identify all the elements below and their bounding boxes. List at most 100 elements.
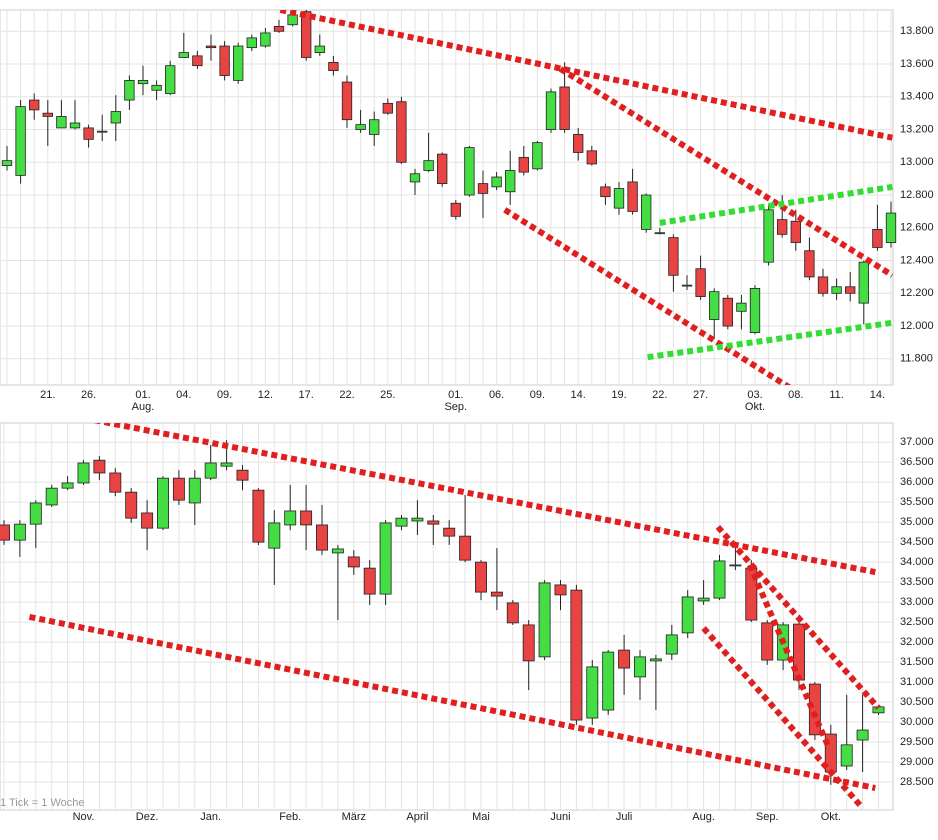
candle-body — [427, 520, 440, 525]
candle-body — [395, 517, 408, 527]
candle-body — [69, 122, 81, 129]
month-label: Sep. — [756, 811, 779, 823]
candle-body — [817, 276, 829, 294]
x-tick-label: 03. — [747, 389, 762, 401]
candle-body — [204, 462, 217, 479]
candle-body — [761, 622, 774, 661]
y-tick-label: 30.500 — [900, 696, 934, 708]
month-label: März — [342, 811, 366, 823]
month-label: Feb. — [279, 811, 301, 823]
candle-body — [260, 32, 271, 47]
candle-body — [602, 651, 615, 711]
candle-body — [83, 127, 94, 140]
candle-body — [382, 102, 393, 114]
y-tick-label: 29.500 — [900, 736, 934, 748]
candle-body — [506, 602, 519, 624]
x-tick-label: 06. — [489, 389, 504, 401]
candle-body — [804, 250, 815, 278]
candle-body — [790, 220, 801, 243]
candle-body — [518, 156, 529, 173]
candle-body — [490, 591, 503, 597]
candle-body — [151, 84, 162, 91]
candle-body — [409, 173, 421, 183]
candle-body — [219, 45, 230, 76]
candle-body — [314, 45, 325, 53]
trend-lines — [28, 423, 881, 810]
candle-body — [331, 548, 344, 554]
x-tick-label: 26. — [81, 389, 96, 401]
plot-area-bottom — [0, 422, 894, 811]
y-tick-label: 12.000 — [900, 320, 934, 332]
candle-body — [125, 491, 138, 519]
candle-body — [709, 291, 720, 320]
y-tick-label: 32.500 — [900, 616, 934, 628]
candle-body — [681, 284, 693, 287]
candle-body — [29, 99, 40, 111]
plot-area-top — [0, 9, 894, 386]
trend-line — [28, 613, 876, 791]
candle-body — [554, 584, 567, 596]
candle-body — [695, 268, 706, 297]
candle-body — [29, 502, 42, 525]
candle-body — [273, 25, 285, 32]
trend-line — [503, 207, 792, 385]
x-tick-label: 14. — [571, 389, 586, 401]
candle-body — [284, 510, 297, 526]
candle-body — [634, 656, 646, 678]
candle-body — [586, 150, 597, 165]
x-tick-label: 17. — [299, 389, 314, 401]
candle-body — [613, 188, 625, 209]
candle-body — [287, 14, 298, 26]
candle-body — [300, 510, 313, 526]
candle-body — [450, 202, 461, 217]
trend-line — [647, 319, 893, 361]
x-tick-label: 04. — [176, 389, 191, 401]
y-tick-label: 12.200 — [900, 287, 934, 299]
y-tick-label: 34.500 — [900, 536, 934, 548]
trend-line — [746, 563, 831, 747]
candle-body — [252, 489, 265, 543]
month-label: Okt. — [745, 401, 765, 413]
candle-body — [341, 81, 353, 121]
candle-body — [411, 517, 424, 522]
candle-body — [13, 523, 26, 541]
y-tick-label: 31.000 — [900, 676, 934, 688]
x-tick-label: 01. — [448, 389, 463, 401]
candle-body — [668, 237, 679, 276]
y-tick-label: 36.500 — [900, 456, 934, 468]
candle-body — [328, 62, 339, 71]
candle-body — [93, 459, 106, 474]
candle-body — [220, 462, 233, 467]
month-label: Nov. — [73, 811, 95, 823]
x-tick-label: 22. — [339, 389, 354, 401]
y-tick-label: 13.800 — [900, 25, 934, 37]
candle-body — [545, 91, 557, 130]
candle-body — [845, 286, 856, 294]
candle-body — [808, 683, 821, 736]
y-tick-label: 34.000 — [900, 556, 934, 568]
month-label: Okt. — [821, 811, 841, 823]
trend-lines — [279, 10, 893, 385]
x-tick-label: 01. — [135, 389, 150, 401]
month-label: Mai — [472, 811, 490, 823]
candle-body — [856, 729, 869, 741]
candle-body — [570, 589, 583, 721]
candle-body — [777, 219, 788, 235]
y-tick-label: 12.600 — [900, 222, 934, 234]
candle-body — [124, 80, 135, 101]
candle-body — [56, 116, 67, 129]
x-tick-label: 14. — [870, 389, 885, 401]
x-tick-label: 27. — [693, 389, 708, 401]
trend-line — [94, 423, 876, 576]
candle-body — [459, 535, 472, 561]
candle-body — [369, 119, 380, 135]
candle-body — [840, 744, 853, 767]
month-label: Jan. — [200, 811, 221, 823]
trend-line — [701, 626, 865, 810]
candle-body — [396, 101, 407, 163]
candle-body — [573, 134, 584, 153]
panel: 21. 26. 01. 04. 09. 12. 17. 22. 25. 01. 06. 09. 14. 1… — [0, 10, 934, 413]
candle-body — [233, 45, 244, 81]
candle-body — [109, 472, 122, 493]
